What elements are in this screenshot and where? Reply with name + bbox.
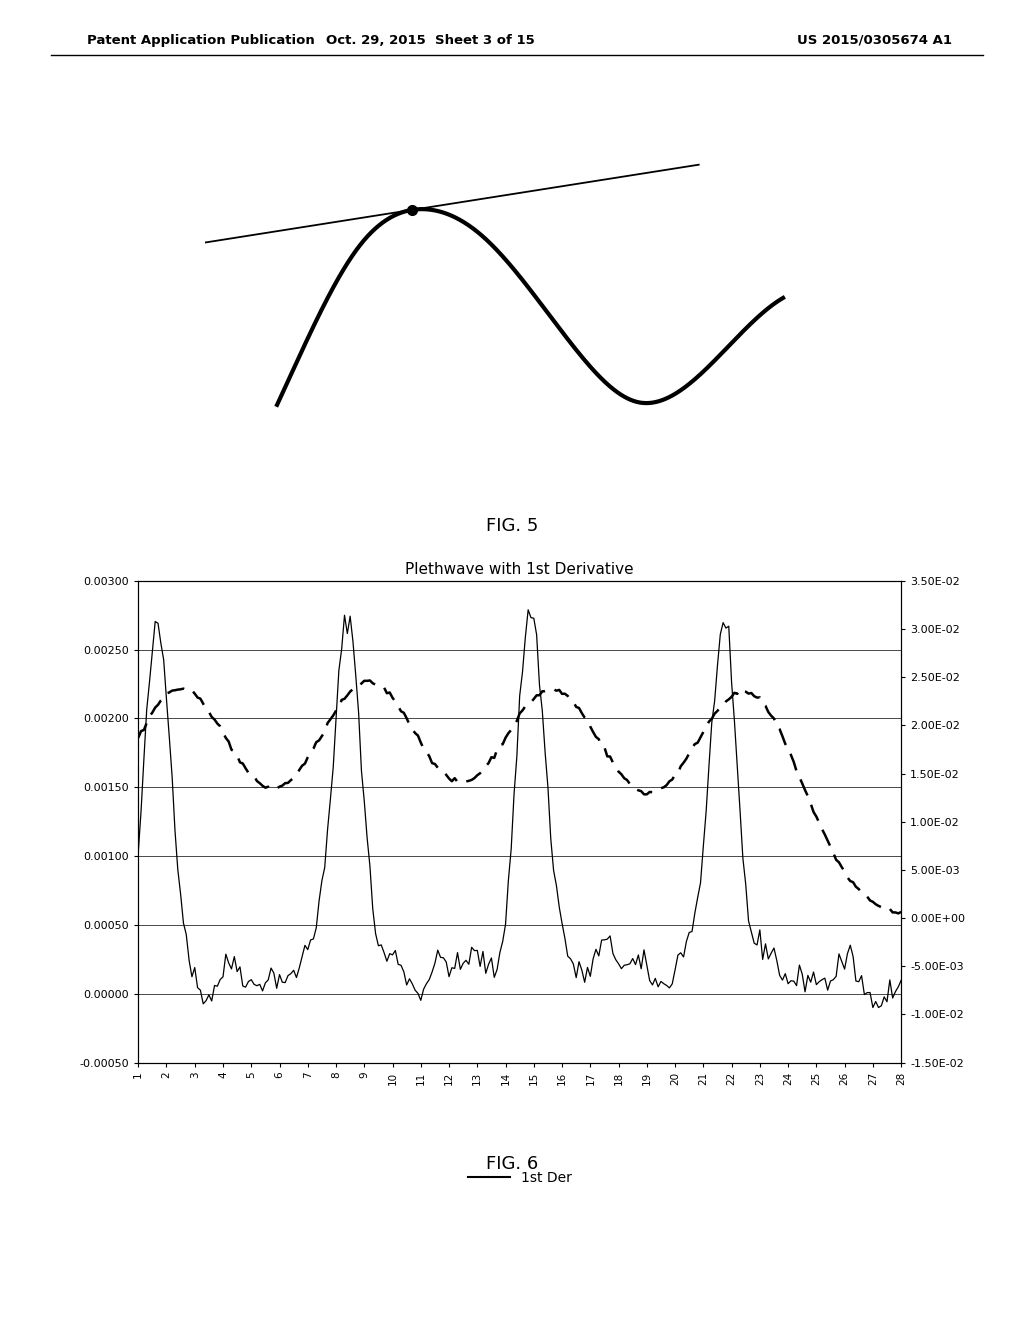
Text: FIG. 5: FIG. 5 [485,517,539,536]
Text: US 2015/0305674 A1: US 2015/0305674 A1 [798,33,952,46]
Text: Patent Application Publication: Patent Application Publication [87,33,314,46]
Text: Oct. 29, 2015  Sheet 3 of 15: Oct. 29, 2015 Sheet 3 of 15 [326,33,535,46]
Legend: 1st Der: 1st Der [462,1166,578,1191]
Title: Plethwave with 1st Derivative: Plethwave with 1st Derivative [406,562,634,577]
Text: FIG. 6: FIG. 6 [485,1155,539,1173]
